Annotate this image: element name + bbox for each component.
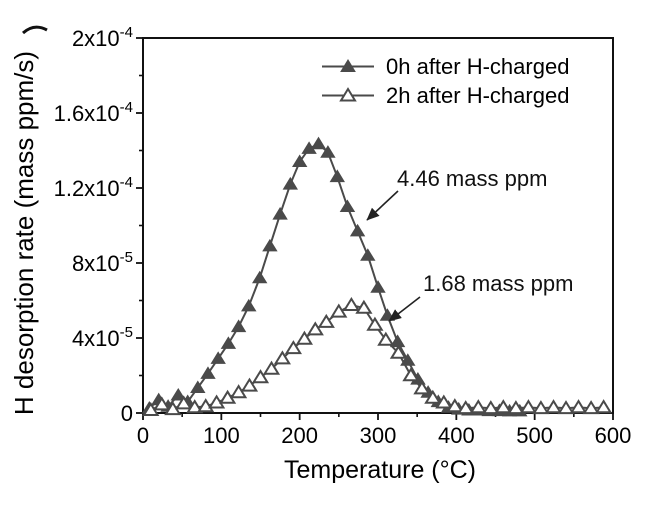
x-axis-ticks: 0 100 200 300 400 500 600 bbox=[137, 413, 631, 448]
x-tick-label: 100 bbox=[203, 423, 240, 448]
legend-label-2h: 2h after H-charged bbox=[386, 83, 570, 108]
annotation-arrows bbox=[366, 190, 421, 322]
x-tick-label: 600 bbox=[595, 423, 632, 448]
x-tick-label: 400 bbox=[438, 423, 475, 448]
y-tick-label: 0 bbox=[121, 401, 133, 426]
x-tick-label: 500 bbox=[516, 423, 553, 448]
annotation-desorbed-amount-0h: 4.46 mass ppm bbox=[397, 166, 548, 191]
x-axis-title: Temperature (°C) bbox=[284, 456, 476, 484]
y-tick-label: 8x10-5 bbox=[72, 249, 133, 276]
legend-entry-2h: 2h after H-charged bbox=[321, 82, 569, 110]
legend-filled-triangle-line-icon bbox=[322, 59, 374, 72]
annotation-desorbed-amount-2h: 1.68 mass ppm bbox=[423, 271, 574, 296]
x-tick-label: 200 bbox=[281, 423, 318, 448]
y-axis-title: H desorption rate (mass ppm/s) bbox=[9, 50, 39, 416]
y-tick-label: 2x10-4 bbox=[72, 24, 133, 51]
y-tick-label: 4x10-5 bbox=[72, 324, 133, 351]
y-tick-label: 1.6x10-4 bbox=[54, 99, 133, 126]
y-axis-ticks: 0 4x10-5 8x10-5 1.2x10-4 1.6x10-4 2x10-4 bbox=[54, 24, 143, 426]
x-tick-label: 300 bbox=[360, 423, 397, 448]
y-tick-label: 1.2x10-4 bbox=[54, 174, 133, 201]
series-2h bbox=[142, 296, 613, 416]
stray-mark bbox=[21, 25, 48, 35]
x-tick-label: 0 bbox=[137, 423, 149, 448]
legend-entry-0h: 0h after H-charged bbox=[321, 53, 569, 81]
legend-open-triangle-line-icon bbox=[322, 87, 374, 102]
legend-label-0h: 0h after H-charged bbox=[386, 54, 570, 79]
